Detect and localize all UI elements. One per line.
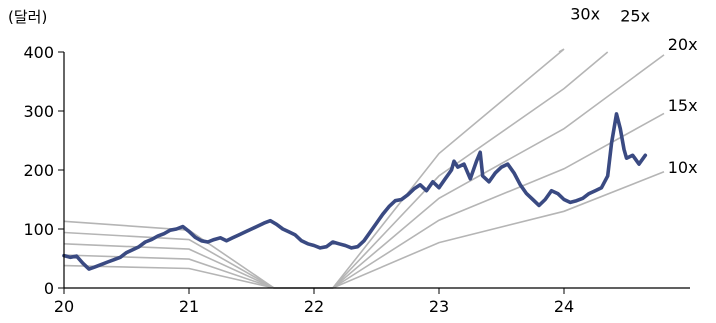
- y-tick-label: 100: [23, 220, 54, 239]
- y-axis-unit-label: (달러): [8, 8, 47, 26]
- band-line-30x: [63, 48, 565, 289]
- y-tick-label: 400: [23, 43, 54, 62]
- pe-band-lines: [63, 48, 665, 289]
- series-line-price: [62, 112, 648, 271]
- band-line-20x: [63, 54, 665, 289]
- x-tick-label: 21: [179, 297, 199, 316]
- x-tick-label: 22: [304, 297, 324, 316]
- band-line-10x: [63, 171, 665, 289]
- band-label-10x: 10x: [668, 158, 698, 177]
- price-series: [62, 112, 648, 271]
- x-tick-label: 20: [54, 297, 74, 316]
- x-tick-label: 24: [554, 297, 574, 316]
- band-label-25x: 25x: [620, 6, 650, 25]
- pe-band-labels: 30x 25x 20x 15x 10x: [570, 5, 697, 177]
- y-tick-label: 300: [23, 102, 54, 121]
- y-tick-label: 0: [44, 279, 54, 298]
- band-label-30x: 30x: [570, 5, 600, 24]
- x-tick-label: 23: [429, 297, 449, 316]
- band-label-15x: 15x: [668, 96, 698, 115]
- axes: 0 100 200 300 400 20 21 22 23 24: [23, 43, 690, 316]
- band-label-20x: 20x: [668, 35, 698, 54]
- band-line-25x: [63, 51, 609, 289]
- y-tick-label: 200: [23, 161, 54, 180]
